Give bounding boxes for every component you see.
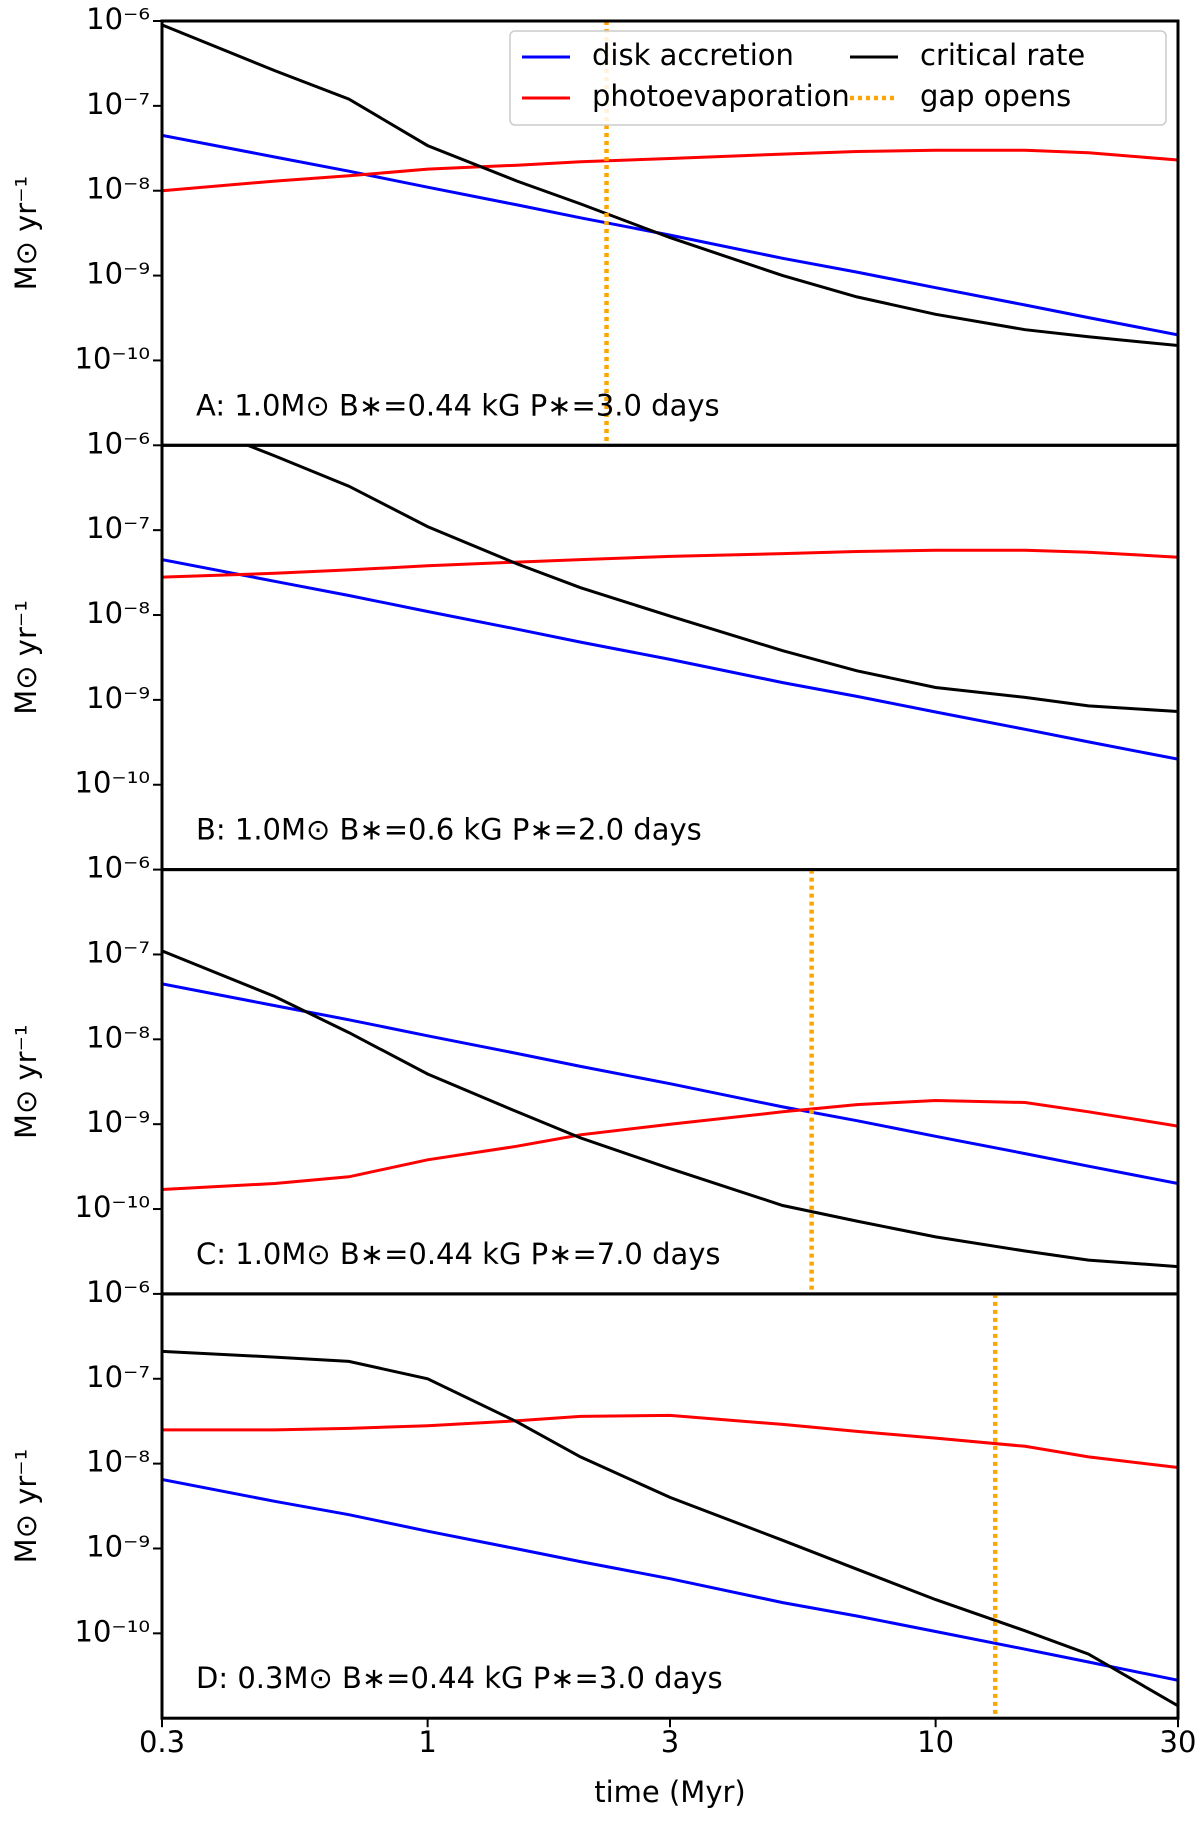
- plot-area: [162, 21, 1178, 446]
- y-tick-label: 10⁻⁸: [86, 172, 150, 206]
- line-series: [162, 1349, 1178, 1708]
- line-series: [162, 1478, 1178, 1682]
- panel-annotation: C: 1.0M⊙ B∗=0.44 kG P∗=7.0 days: [196, 1237, 721, 1271]
- line-series: [162, 982, 1178, 1185]
- line-series: [162, 148, 1178, 193]
- y-tick-label: 10⁻⁷: [86, 935, 150, 969]
- legend-box: [509, 30, 1167, 126]
- y-tick-label: 10⁻⁶: [86, 426, 150, 460]
- panel: 10⁻⁶ 10⁻⁷ 10⁻⁸ 10⁻⁹ 10⁻¹⁰ M⊙ yr⁻¹ A: 1.0M⊙ B∗=…: [9, 2, 1180, 447]
- y-tick-label: 10⁻⁷: [86, 87, 150, 121]
- legend-label: critical rate: [920, 38, 1085, 72]
- y-tick-label: 10⁻⁸: [86, 596, 150, 630]
- legend-label: photoevaporation: [592, 79, 850, 113]
- axes-frame: [160, 1292, 1180, 1720]
- panel-annotation: B: 1.0M⊙ B∗=0.6 kG P∗=2.0 days: [196, 813, 702, 847]
- y-tick-label: 10⁻⁶: [86, 2, 150, 36]
- axes-frame: [160, 443, 1180, 872]
- y-tick-label: 10⁻¹⁰: [75, 766, 150, 800]
- y-tick-label: 10⁻¹⁰: [75, 341, 150, 375]
- panel-annotation: D: 0.3M⊙ B∗=0.44 kG P∗=3.0 days: [196, 1661, 723, 1695]
- legend: disk accretion photoevaporation critical r…: [509, 30, 1167, 126]
- y-tick-label: 10⁻¹⁰: [75, 1190, 150, 1224]
- line-series: [162, 133, 1178, 337]
- line-series: [162, 23, 1178, 347]
- line-series: [162, 558, 1178, 761]
- line-series: [162, 1413, 1178, 1469]
- panel: 10⁻⁶ 10⁻⁷ 10⁻⁸ 10⁻⁹ 10⁻¹⁰ M⊙ yr⁻¹ C: 1.0M⊙ B∗=…: [9, 851, 1180, 1296]
- y-axis-label: M⊙ yr⁻¹: [9, 176, 43, 291]
- y-tick-label: 10⁻⁶: [86, 851, 150, 885]
- line-series: [162, 949, 1178, 1269]
- y-tick-label: 10⁻⁹: [86, 681, 150, 715]
- y-tick-label: 10⁻⁷: [86, 1360, 150, 1394]
- y-tick-label: 10⁻⁹: [86, 1529, 150, 1563]
- y-axis-label: M⊙ yr⁻¹: [9, 600, 43, 715]
- x-tick-label: 0.3: [139, 1725, 185, 1759]
- panel: 10⁻⁶ 10⁻⁷ 10⁻⁸ 10⁻⁹ 10⁻¹⁰ 0.3 1 3 10 30 time (Myr)…: [9, 1275, 1196, 1809]
- axes-frame: [160, 868, 1180, 1296]
- y-axis-label: M⊙ yr⁻¹: [9, 1024, 43, 1139]
- plot-area: [162, 1293, 1178, 1719]
- line-series: [162, 1098, 1178, 1191]
- y-tick-label: 10⁻⁹: [86, 1105, 150, 1139]
- line-series: [243, 445, 1178, 713]
- y-tick-label: 10⁻⁸: [86, 1445, 150, 1479]
- y-tick-label: 10⁻⁸: [86, 1020, 150, 1054]
- x-tick-label: 3: [661, 1725, 679, 1759]
- plot-area: [162, 869, 1178, 1294]
- y-tick-label: 10⁻⁹: [86, 257, 150, 291]
- x-tick-label: 30: [1160, 1725, 1197, 1759]
- x-tick-label: 10: [917, 1725, 954, 1759]
- x-tick-label: 1: [418, 1725, 436, 1759]
- x-axis-label: time (Myr): [594, 1775, 745, 1809]
- panel-annotation: A: 1.0M⊙ B∗=0.44 kG P∗=3.0 days: [196, 388, 720, 422]
- y-tick-label: 10⁻⁷: [86, 511, 150, 545]
- legend-label: gap opens: [920, 79, 1071, 113]
- panel: 10⁻⁶ 10⁻⁷ 10⁻⁸ 10⁻⁹ 10⁻¹⁰ M⊙ yr⁻¹ B: 1.0M⊙ B∗=…: [9, 426, 1180, 872]
- y-tick-label: 10⁻⁶: [86, 1275, 150, 1309]
- y-axis-label: M⊙ yr⁻¹: [9, 1449, 43, 1564]
- plot-area: [162, 445, 1178, 761]
- legend-label: disk accretion: [592, 38, 794, 72]
- y-tick-label: 10⁻¹⁰: [75, 1614, 150, 1648]
- line-series: [162, 548, 1178, 579]
